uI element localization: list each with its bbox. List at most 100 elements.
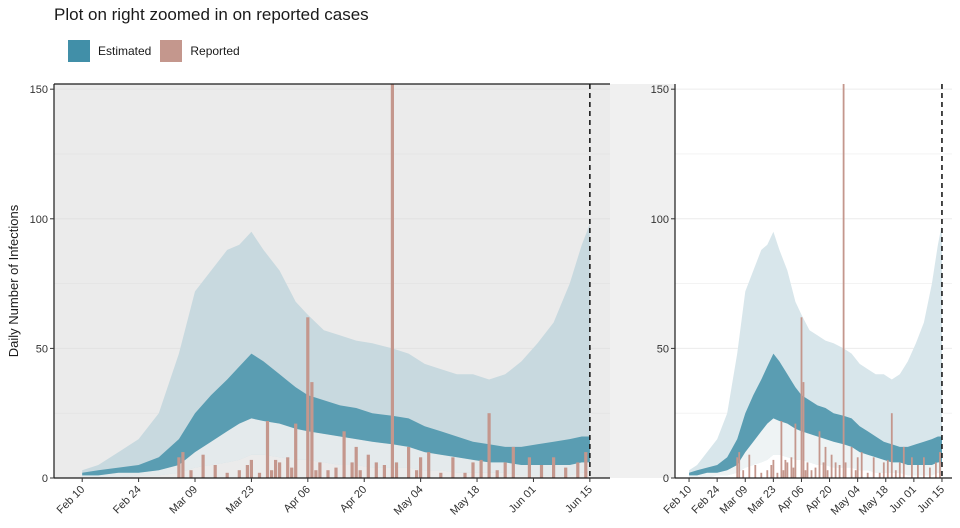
x-tick-label: Mar 09 [167, 484, 200, 517]
reported-bar [800, 317, 803, 478]
reported-bar [427, 452, 431, 478]
reported-bar [830, 454, 833, 478]
reported-bar [780, 421, 783, 478]
x-tick-label: Jun 15 [915, 484, 947, 516]
y-tick-label: 100 [30, 214, 48, 226]
reported-bar [326, 470, 330, 478]
reported-bar [350, 462, 354, 478]
reported-bar [776, 472, 779, 478]
reported-bar [804, 470, 807, 478]
reported-bar [860, 452, 863, 478]
legend-key-reported [160, 40, 183, 62]
reported-bar [390, 84, 394, 478]
reported-bar [503, 462, 507, 478]
reported-bar [495, 470, 499, 478]
reported-bar [826, 470, 829, 478]
x-tick-label: Mar 23 [224, 484, 257, 517]
reported-bar [382, 465, 386, 478]
y-axis-title: Daily Number of Infections [6, 204, 21, 357]
reported-bar [911, 457, 913, 478]
reported-bar [802, 382, 805, 478]
reported-bar [511, 446, 515, 478]
reported-bar [939, 452, 941, 478]
y-tick-label: 100 [651, 214, 669, 226]
reported-bar [374, 462, 378, 478]
reported-bar [318, 462, 322, 478]
reported-bar [278, 462, 282, 478]
x-tick-label: Jun 01 [887, 484, 919, 516]
y-tick-label: 0 [663, 473, 669, 485]
legend-item-reported: Reported [160, 40, 240, 62]
reported-bar [790, 457, 793, 478]
x-tick-label: Jun 15 [563, 484, 595, 516]
reported-bar [419, 457, 423, 478]
x-tick-label: Feb 10 [55, 484, 88, 517]
legend-key-estimated [68, 40, 90, 62]
reported-bar [766, 470, 769, 478]
reported-bar [754, 465, 757, 478]
reported-bar [736, 457, 739, 478]
x-tick-label: Feb 10 [661, 484, 694, 517]
estimate-band-50 [689, 353, 942, 476]
reported-bar [822, 462, 825, 478]
x-tick-label: May 04 [392, 484, 426, 518]
reported-bar [366, 454, 370, 478]
reported-bar [539, 465, 544, 478]
reported-bar [265, 421, 270, 478]
legend-item-estimated: Estimated [68, 40, 151, 62]
reported-bar [738, 452, 741, 478]
reported-bar [782, 470, 785, 478]
reported-bar [451, 457, 455, 478]
reported-bar [882, 462, 885, 478]
reported-bar [584, 452, 588, 478]
reported-bar [818, 431, 821, 478]
legend-label-estimated: Estimated [98, 44, 152, 58]
reported-bar [189, 470, 193, 478]
reported-bar [177, 457, 181, 478]
panel-main: 0 50 100 150 Feb 10 Feb 24 Mar 09 Mar 23 Apr 06 A… [30, 83, 610, 518]
x-tick-label: May 18 [857, 484, 891, 518]
reported-bar [407, 446, 411, 478]
reported-bar [225, 472, 229, 478]
x-tick-label: Feb 24 [111, 484, 144, 517]
reported-bar [806, 462, 809, 478]
reported-bar [856, 457, 859, 478]
x-tick-label: Mar 23 [746, 484, 779, 517]
reported-bar [838, 465, 841, 478]
reported-bar [842, 84, 845, 478]
legend-label-reported: Reported [190, 44, 240, 58]
reported-bar [917, 465, 919, 478]
reported-bar [794, 423, 797, 478]
reported-bar [310, 382, 314, 478]
chart-title: Plot on right zoomed in on reported case… [54, 5, 369, 24]
x-tick-label: Feb 24 [690, 484, 723, 517]
estimate-band-lower [689, 418, 942, 478]
reported-bar [760, 472, 763, 478]
reported-bar [923, 457, 925, 478]
reported-bar [237, 470, 241, 478]
x-tick-label: Jun 01 [507, 484, 539, 516]
x-tick-label: Apr 20 [338, 484, 369, 515]
y-tick-label: 0 [42, 473, 48, 485]
x-tick-label: Apr 06 [282, 484, 313, 515]
reported-bar [886, 459, 889, 478]
reported-bar [245, 465, 249, 478]
reported-bar [552, 457, 556, 478]
reported-bar [290, 467, 294, 478]
reported-bar [479, 459, 483, 478]
panel-gap [610, 84, 675, 478]
reported-bar [354, 446, 358, 478]
reported-bar [342, 431, 346, 478]
reported-bar [358, 470, 362, 478]
reported-bar [487, 413, 491, 478]
reported-bar [770, 465, 773, 478]
reported-bar [872, 457, 875, 478]
reported-bar [576, 462, 580, 478]
reported-bar [878, 472, 881, 478]
reported-bar [890, 413, 893, 478]
reported-bar [213, 465, 217, 478]
reported-bar [792, 467, 795, 478]
reported-bar [181, 452, 185, 478]
reported-bar [935, 462, 937, 478]
